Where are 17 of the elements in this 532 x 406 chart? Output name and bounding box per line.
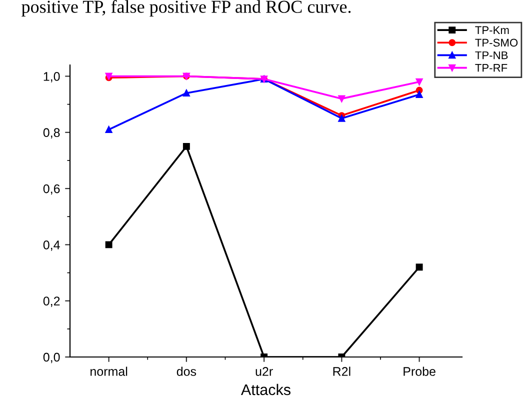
x-axis-title: Attacks: [240, 384, 290, 396]
x-tick-label: u2r: [256, 367, 273, 376]
y-tick-label: 1,0: [44, 72, 60, 82]
y-tick-label: 0,6: [43, 184, 60, 195]
y-tick-label: 0,4: [43, 240, 60, 251]
x-tick-label: R2l: [333, 366, 350, 376]
y-tick-label: 0,2: [43, 296, 60, 307]
legend-label: TP-Km: [475, 26, 509, 34]
x-tick-label: Probe: [404, 366, 436, 376]
legend-label: TP-SMO: [475, 38, 518, 47]
y-tick-label: 0,0: [43, 352, 60, 364]
y-tick-label: 0,8: [43, 128, 60, 139]
text: positive TP, false positive FP and ROC curve.: [22, 0, 351, 17]
legend-label: TP-RF: [475, 64, 508, 72]
x-tick-label: normal: [90, 366, 128, 376]
x-tick-label: dos: [176, 366, 196, 376]
legend-label: TP-NB: [475, 51, 508, 60]
